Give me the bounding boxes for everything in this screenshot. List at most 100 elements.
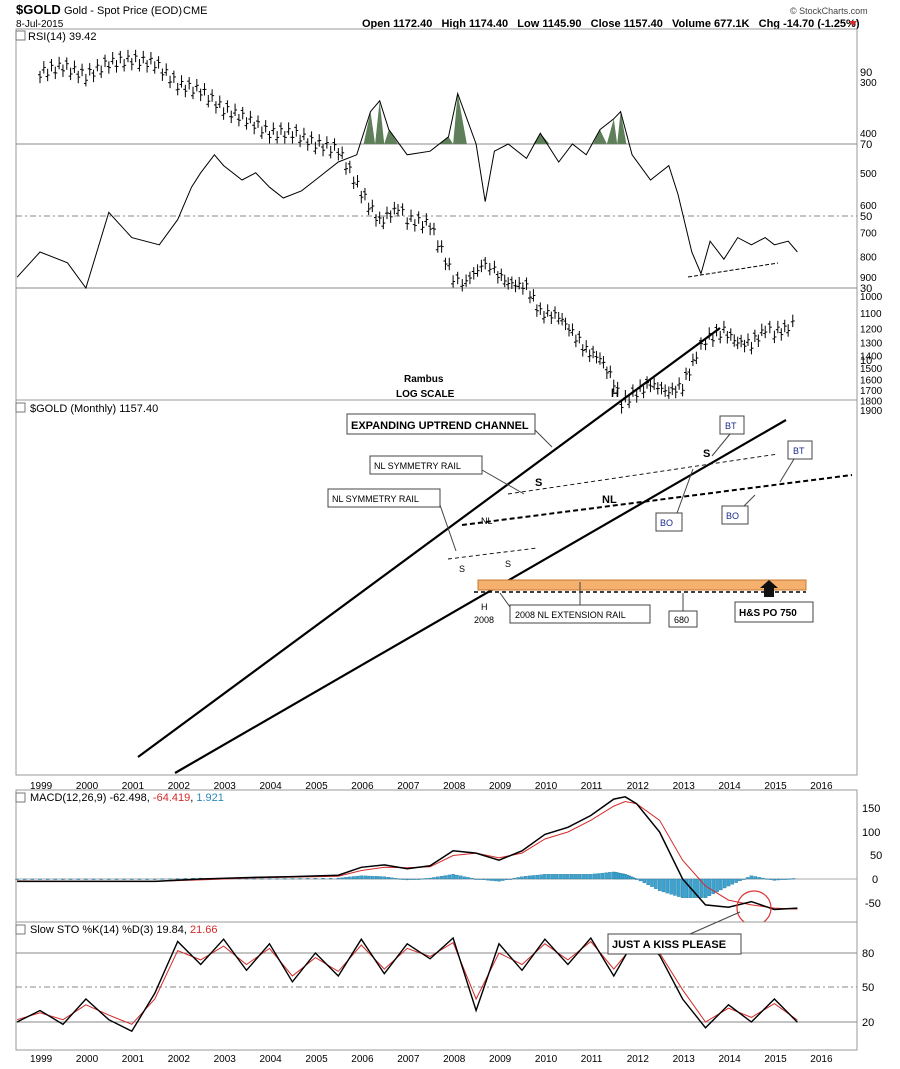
callout-box-hs-po xyxy=(734,601,814,623)
price-bar xyxy=(495,271,500,284)
price-bar xyxy=(627,395,632,409)
price-bar xyxy=(221,107,226,120)
price-bar xyxy=(213,101,218,114)
x-tick-label: 2005 xyxy=(305,781,328,792)
macd-line xyxy=(17,796,798,911)
x-tick-label: 2002 xyxy=(168,781,191,792)
price-bar xyxy=(298,134,303,148)
price-tick: 300 xyxy=(860,78,877,89)
macd-hist-bar xyxy=(650,878,654,887)
price-bar xyxy=(513,279,518,293)
price-bar xyxy=(396,203,401,217)
price-bar xyxy=(687,368,692,382)
price-bar xyxy=(336,148,341,161)
rambus-label: Rambus xyxy=(404,374,444,385)
price-bar xyxy=(587,349,592,362)
macd-hist-bar xyxy=(355,875,360,880)
price-bar xyxy=(373,214,378,227)
macd-hist-bar xyxy=(15,878,19,880)
macd-hist-bar xyxy=(420,878,425,880)
x-tick-label: 2013 xyxy=(673,781,696,792)
label-shoulder-2008: S xyxy=(459,564,465,574)
macd-label: MACD(12,26,9) -62.498, -64.419, 1.921 xyxy=(30,792,224,804)
x-tick-label: 2009 xyxy=(489,1054,512,1065)
price-bar xyxy=(409,209,414,223)
price-tick: 900 xyxy=(860,273,877,284)
price-bar xyxy=(767,320,772,334)
x-tick-label: 2003 xyxy=(214,781,237,792)
macd-hist-bar xyxy=(776,878,780,881)
macd-frame xyxy=(15,789,858,923)
macd-hist-bar xyxy=(550,874,555,880)
macd-hist-bar xyxy=(409,878,413,880)
macd-hist-bar xyxy=(791,878,796,880)
macd-hist-bar xyxy=(596,873,601,880)
price-bar xyxy=(129,57,134,71)
macd-hist-bar xyxy=(474,878,478,880)
macd-hist-bar xyxy=(351,876,356,880)
sto-panel: JUST A KISS PLEASE Slow STO %K(14) %D(3)… xyxy=(15,911,874,1065)
macd-hist-bar xyxy=(22,878,27,880)
macd-hist-bar xyxy=(497,878,501,882)
price-bar xyxy=(680,383,685,397)
macd-hist-bar xyxy=(604,872,608,880)
macd-hist-bar xyxy=(152,878,157,880)
macd-hist-bar xyxy=(757,877,761,880)
price-bar xyxy=(563,317,568,331)
price-bar xyxy=(301,127,306,141)
macd-hist-bar xyxy=(546,874,551,880)
macd-hist-bar xyxy=(481,878,486,880)
price-bar xyxy=(160,68,165,81)
price-bar xyxy=(328,145,333,159)
macd-histogram xyxy=(15,871,796,898)
macd-hist-bar xyxy=(634,878,639,880)
x-tick-label: 2013 xyxy=(673,1054,696,1065)
macd-hist-bar xyxy=(524,876,528,880)
macd-hist-bar xyxy=(321,878,325,880)
macd-hist-bar xyxy=(646,878,650,886)
x-tick-label: 2001 xyxy=(122,781,145,792)
price-bar xyxy=(517,276,522,290)
x-tick-label: 2000 xyxy=(76,1054,99,1065)
price-bar xyxy=(45,68,50,82)
x-tick-label: 2015 xyxy=(764,1054,787,1065)
rsi-overbought-area xyxy=(617,111,627,144)
macd-hist-bar xyxy=(531,875,536,880)
price-bar xyxy=(782,319,787,333)
price-bar xyxy=(168,75,173,89)
macd-hist-bar xyxy=(175,878,180,880)
price-bar xyxy=(756,334,761,348)
nl-symmetry-rail-upper xyxy=(507,453,779,495)
macd-hist-bar xyxy=(738,878,742,882)
macd-hist-bar xyxy=(657,878,662,891)
price-bar xyxy=(217,95,222,108)
price-bar xyxy=(428,222,433,236)
neckline xyxy=(461,474,853,526)
macd-hist-bar xyxy=(638,878,643,882)
callout-box-expanding xyxy=(346,413,536,435)
price-bar xyxy=(619,401,624,414)
price-bar xyxy=(652,377,657,390)
macd-hist-bar xyxy=(558,874,562,880)
price-bar xyxy=(191,86,195,100)
macd-hist-bar xyxy=(390,877,394,880)
price-bar xyxy=(377,211,382,225)
price-tick: 800 xyxy=(860,252,877,263)
rsi-support-trendline xyxy=(687,262,779,278)
x-tick-label: 2016 xyxy=(810,781,833,792)
ohlc-readout: Open 1172.40 High 1174.40 Low 1145.90 Cl… xyxy=(362,18,860,30)
x-tick-label: 1999 xyxy=(30,781,53,792)
price-bar xyxy=(87,63,92,76)
channel-upper-line xyxy=(137,327,721,758)
macd-hist-bar xyxy=(84,878,88,880)
x-axis-bottom: 1999 2000 2001 2002 2003 2004 2005 2006 2007 2008… xyxy=(30,1054,833,1065)
price-bar xyxy=(475,264,480,277)
macd-hist-bar xyxy=(554,874,559,880)
price-bar xyxy=(248,110,253,124)
callout-box-bo1 xyxy=(655,512,683,532)
price-bar xyxy=(76,70,81,84)
macd-hist-bar xyxy=(527,875,532,880)
macd-hist-bar xyxy=(428,877,432,880)
macd-hist-bar xyxy=(107,878,111,880)
